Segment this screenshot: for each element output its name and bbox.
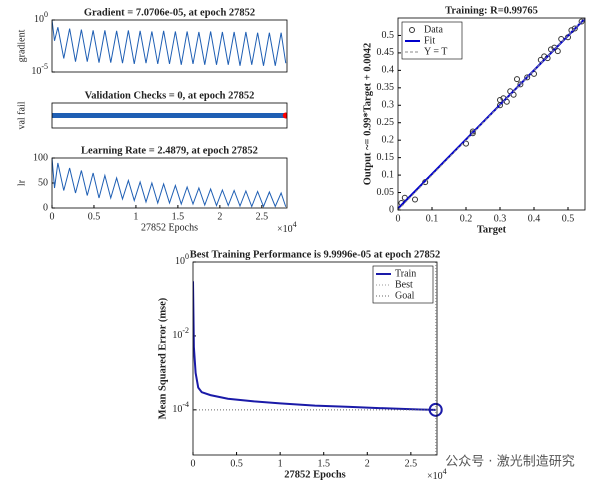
x-tick-label: 0.1	[426, 213, 439, 224]
data-point	[497, 97, 503, 104]
data-point	[282, 112, 287, 119]
chart-panel: Best Training Performance is 9.9996e-05 …	[157, 249, 446, 482]
legend-label: Goal	[395, 290, 415, 301]
x-axis-label: Target	[477, 224, 507, 235]
legend-label: Y = T	[424, 46, 447, 57]
legend-swatch	[409, 27, 415, 33]
y-tick-label: 0.3	[382, 100, 395, 111]
series-line	[193, 281, 436, 411]
chart-title: Gradient = 7.0706e-05, at epoch 27852	[84, 7, 255, 18]
x-axis-label: 27852 Epochs	[141, 222, 198, 233]
axes-frame	[192, 261, 438, 456]
axes-frame	[397, 17, 586, 211]
series-layer	[193, 262, 437, 455]
axes-frame	[51, 157, 288, 209]
x-tick-label: 0.5	[562, 213, 575, 224]
data-point	[469, 130, 476, 137]
x-exponent: ×104	[427, 467, 447, 482]
legend-label: Data	[424, 24, 443, 35]
y-tick-label: 0	[389, 204, 394, 215]
y-tick-label: 0.45	[377, 47, 395, 58]
chart-title: Training: R=0.99765	[445, 5, 538, 16]
chart-title: Learning Rate = 2.4879, at epoch 27852	[81, 145, 258, 156]
legend-label: Train	[395, 268, 416, 279]
data-point	[517, 81, 524, 88]
data-point	[554, 48, 561, 55]
data-point	[463, 140, 469, 147]
x-tick-label: 1.5	[172, 211, 185, 222]
y-tick-label: 10-2	[172, 326, 189, 341]
y-tick-label: 0.2	[382, 134, 395, 145]
y-axis-label: Output ~= 0.99*Target + 0.0042	[362, 43, 373, 185]
plot-area	[52, 158, 287, 208]
series-line	[52, 20, 287, 66]
x-tick-label: 2	[365, 458, 370, 469]
data-point	[524, 74, 531, 81]
y-tick-label: 0.35	[377, 82, 395, 93]
x-exponent: ×104	[277, 220, 297, 235]
y-tick-label: 10-5	[31, 62, 48, 77]
y-tick-label: 0.25	[377, 117, 395, 128]
y-tick-label: 0.05	[377, 187, 395, 198]
x-tick-label: 0	[50, 211, 55, 222]
series-layer	[52, 158, 287, 208]
y-tick-label: 0.15	[377, 152, 395, 163]
x-tick-label: 0.3	[494, 213, 507, 224]
x-tick-label: 0.5	[230, 458, 243, 469]
chart-panel: Learning Rate = 2.4879, at epoch 27852 lr…	[16, 145, 296, 235]
y-tick-label: 0	[43, 202, 48, 213]
chart-panel: Gradient = 7.0706e-05, at epoch 27852 gra…	[16, 7, 288, 77]
y-axis-label: val fail	[16, 101, 27, 129]
y-tick-label: 100	[34, 10, 48, 25]
axes-frame	[51, 19, 288, 73]
data-point	[578, 18, 585, 25]
x-tick-label: 0.2	[460, 213, 473, 224]
x-tick-label: 0.4	[528, 213, 541, 224]
x-tick-label: 2.5	[405, 458, 418, 469]
y-tick-label: 100	[33, 152, 48, 163]
axes-frame	[51, 102, 288, 129]
series-layer	[398, 18, 585, 210]
y-tick-label: 50	[38, 177, 48, 188]
x-axis-label: 27852 Epochs	[284, 469, 346, 480]
x-tick-label: 1	[133, 211, 138, 222]
chart-panel: Training: R=0.99765 Output ~= 0.99*Target…	[362, 5, 586, 235]
y-tick-label: 0.5	[382, 30, 395, 41]
chart-panel: Validation Checks = 0, at epoch 27852 val…	[16, 90, 288, 130]
y-axis-label: gradient	[16, 29, 27, 62]
series-layer	[52, 20, 287, 66]
data-point	[514, 76, 520, 83]
x-tick-label: 1.5	[317, 458, 330, 469]
watermark: 公众号 · 激光制造研究	[445, 455, 574, 470]
y-tick-label: 0.4	[382, 65, 395, 76]
data-point	[412, 196, 418, 203]
y-tick-label: 10-4	[172, 400, 189, 415]
y-tick-label: 0.1	[382, 169, 395, 180]
chart-title: Validation Checks = 0, at epoch 27852	[85, 90, 255, 101]
legend-label: Best	[395, 279, 413, 290]
x-tick-label: 2	[217, 211, 222, 222]
best-marker	[428, 402, 443, 417]
x-tick-label: 1	[278, 458, 283, 469]
y-tick-label: 100	[175, 252, 189, 267]
x-tick-label: 0	[396, 213, 401, 224]
series-line	[398, 18, 585, 210]
x-tick-label: 0	[191, 458, 196, 469]
data-point	[571, 25, 578, 32]
data-point	[469, 128, 476, 135]
x-tick-label: 0.5	[88, 211, 101, 222]
series-line	[52, 158, 287, 208]
x-tick-label: 2.5	[256, 211, 269, 222]
y-axis-label: lr	[16, 179, 27, 186]
legend-label: Fit	[424, 35, 435, 46]
y-axis-label: Mean Squared Error (mse)	[157, 297, 168, 419]
series-layer	[52, 112, 287, 119]
chart-title: Best Training Performance is 9.9996e-05 …	[190, 249, 440, 260]
